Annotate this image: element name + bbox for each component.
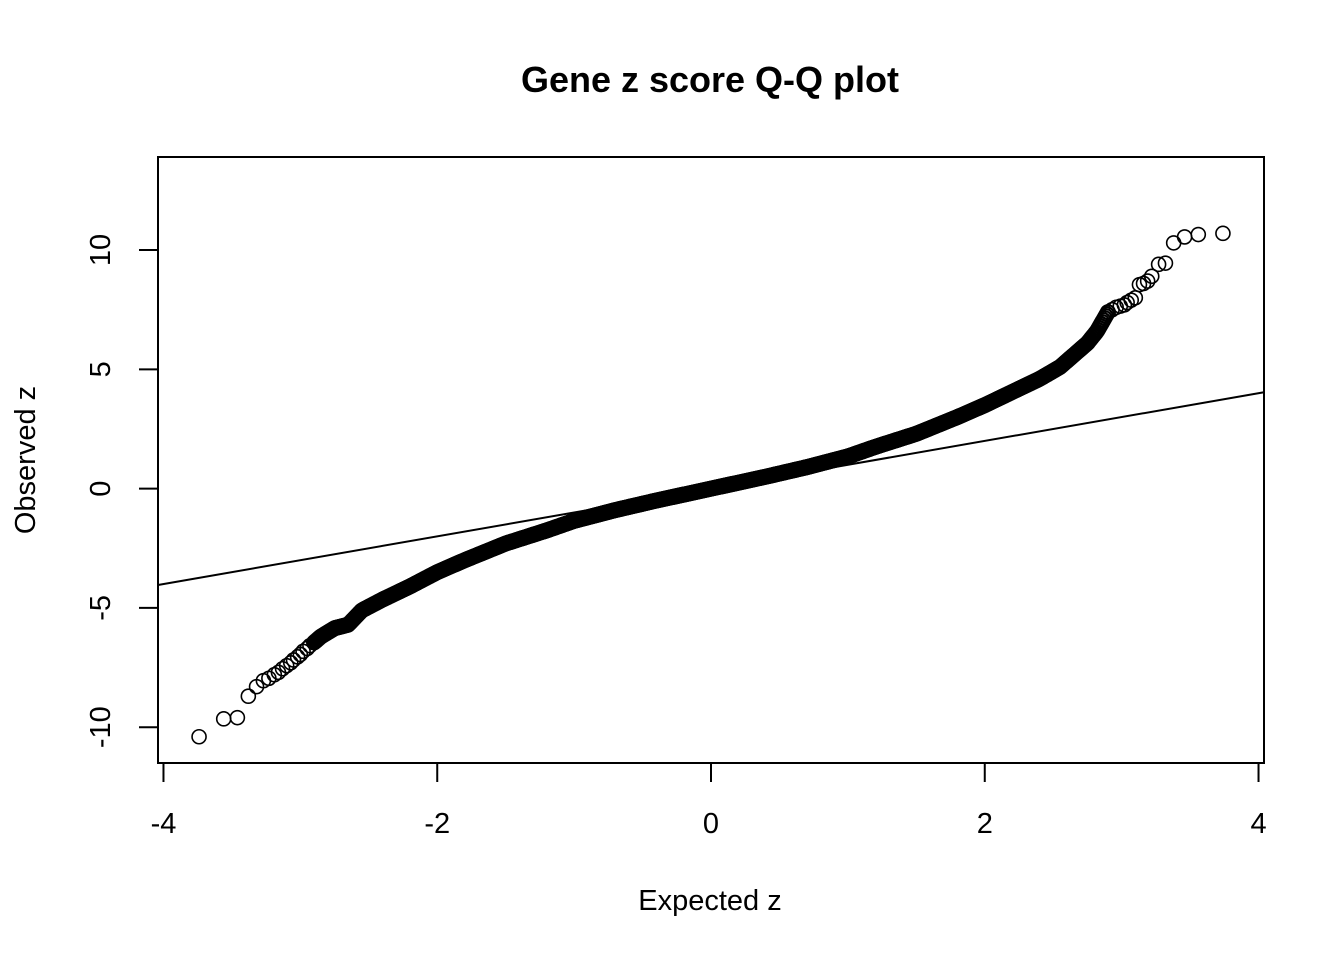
plot-area (157, 225, 1265, 745)
plot-frame (157, 156, 1265, 764)
data-point (1108, 299, 1124, 316)
data-point (1190, 226, 1207, 243)
data-point (1100, 304, 1116, 320)
data-point (1104, 301, 1120, 318)
data-point (191, 728, 207, 745)
data-point (1215, 225, 1231, 242)
data-point (306, 634, 322, 651)
y-tick-label: 10 (85, 234, 117, 266)
x-tick-label: 2 (977, 808, 993, 840)
x-tick-label: -2 (424, 808, 450, 840)
data-point (266, 666, 283, 683)
data-point (1150, 256, 1167, 273)
data-point (1165, 235, 1182, 251)
y-tick-label: 5 (85, 361, 117, 377)
data-point (302, 637, 318, 654)
data-point (1127, 289, 1144, 306)
data-points (191, 225, 1231, 745)
data-point (215, 711, 232, 727)
y-tick-label: 0 (85, 481, 117, 497)
y-tick-label: -5 (85, 595, 117, 621)
data-point (1176, 229, 1193, 245)
data-point (229, 709, 246, 726)
x-tick-label: -4 (151, 808, 177, 840)
x-axis-label: Expected z (638, 885, 781, 917)
chart-title: Gene z score Q-Q plot (521, 59, 899, 100)
x-tick-label: 4 (1250, 808, 1266, 840)
y-axis-label: Observed z (10, 386, 42, 534)
data-point (274, 660, 291, 677)
data-point (1139, 273, 1156, 289)
x-tick-label: 0 (703, 808, 719, 840)
y-tick-label: -10 (85, 706, 117, 748)
x-axis: -4 -2 0 2 4 (151, 762, 1267, 840)
data-point (289, 649, 306, 665)
data-point (240, 688, 257, 704)
y-axis: -10 -5 0 5 10 (85, 234, 159, 748)
data-point (1157, 255, 1174, 271)
